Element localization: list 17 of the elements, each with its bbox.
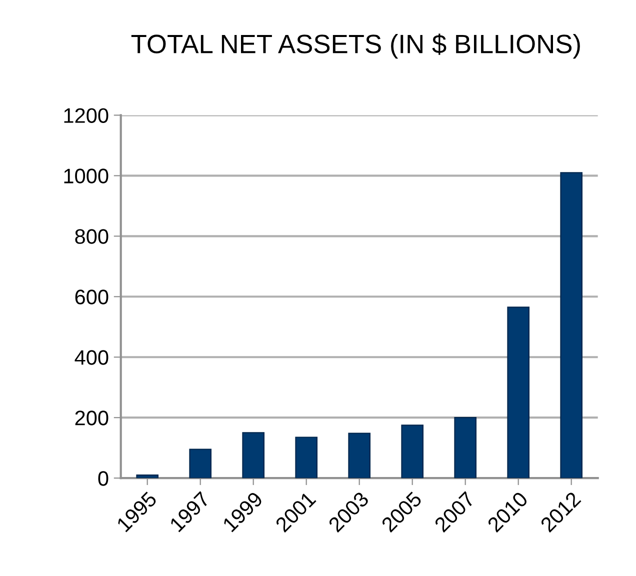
bar [295, 436, 318, 478]
y-tick-label: 1000 [64, 168, 108, 184]
bar [401, 424, 424, 478]
y-tick-label: 1200 [64, 108, 108, 123]
y-tick-label: 800 [75, 229, 108, 244]
bar [189, 448, 212, 478]
y-tick-label: 400 [74, 350, 108, 365]
bar [507, 306, 530, 478]
bar [348, 432, 370, 478]
bar [454, 417, 476, 478]
bar [560, 172, 582, 478]
bar [242, 432, 264, 478]
y-tick-label: 200 [75, 410, 108, 426]
chart-title: TOTAL NET ASSETS (IN $ BILLIONS) [131, 34, 580, 59]
y-tick-label: 0 [98, 471, 108, 486]
y-tick-label: 600 [75, 290, 108, 304]
bar [136, 474, 158, 478]
